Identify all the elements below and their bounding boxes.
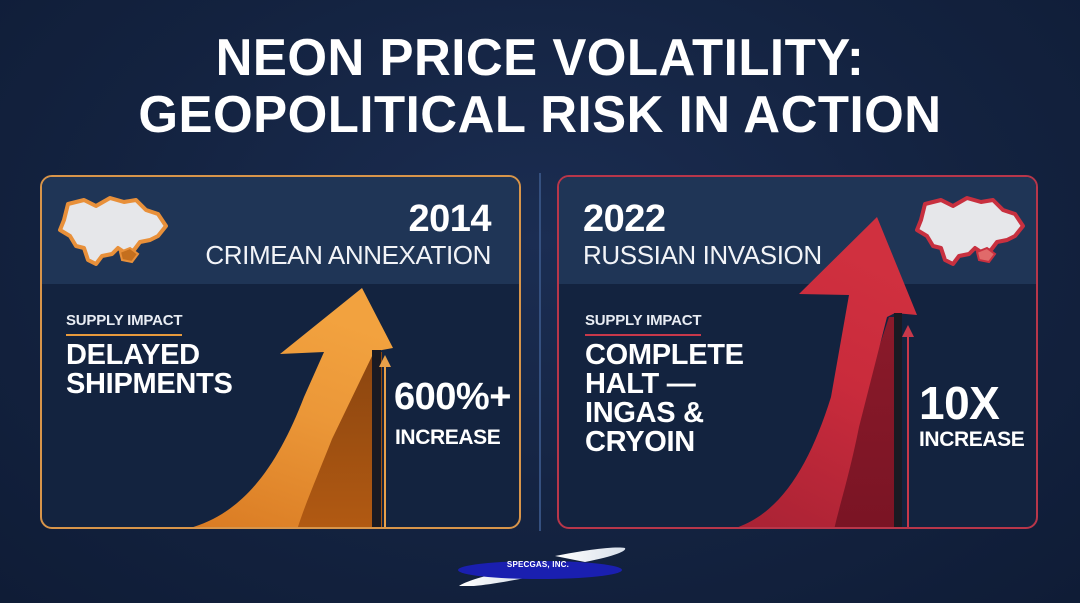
page-title: NEON PRICE VOLATILITY: GEOPOLITICAL RISK… (0, 30, 1080, 144)
supply-impact-line-1: COMPLETE (585, 339, 744, 371)
metric-label: INCREASE (395, 426, 501, 449)
panel-2022-russian-invasion: 2022 RUSSIAN INVASION SUPPLY IMPACT COMP… (557, 175, 1038, 529)
supply-impact-line-2: HALT — (585, 368, 696, 400)
event-name: CRIMEAN ANNEXATION (205, 240, 491, 270)
specgas-logo-icon (458, 547, 626, 586)
event-year: 2014 (408, 198, 491, 240)
title-line-2: GEOPOLITICAL RISK IN ACTION (138, 86, 942, 144)
metric-value: 10X (919, 377, 1000, 429)
metric-value: 600%+ (394, 376, 511, 418)
panel-2014-crimean-annexation: 2014 CRIMEAN ANNEXATION SUPPLY IMPACT DE… (40, 175, 521, 529)
title-line-1: NEON PRICE VOLATILITY: (215, 29, 865, 87)
ukraine-map-icon (915, 196, 1025, 266)
price-increase-arrow-icon (738, 217, 917, 527)
event-year: 2022 (583, 198, 666, 240)
supply-impact-label: SUPPLY IMPACT (66, 312, 183, 336)
supply-impact-line-1: DELAYED (66, 339, 200, 371)
supply-impact-line-2: SHIPMENTS (66, 368, 233, 400)
supply-impact-label: SUPPLY IMPACT (585, 312, 702, 336)
metric-label: INCREASE (919, 428, 1025, 451)
company-logo-text: SPECGAS, INC. (506, 560, 570, 569)
supply-impact-line-3: INGAS & (585, 397, 704, 429)
ukraine-map-icon (58, 196, 168, 266)
supply-impact-line-4: CRYOIN (585, 426, 695, 458)
event-name: RUSSIAN INVASION (583, 240, 822, 270)
panel-divider (539, 173, 541, 531)
price-increase-arrow-icon (193, 288, 393, 527)
